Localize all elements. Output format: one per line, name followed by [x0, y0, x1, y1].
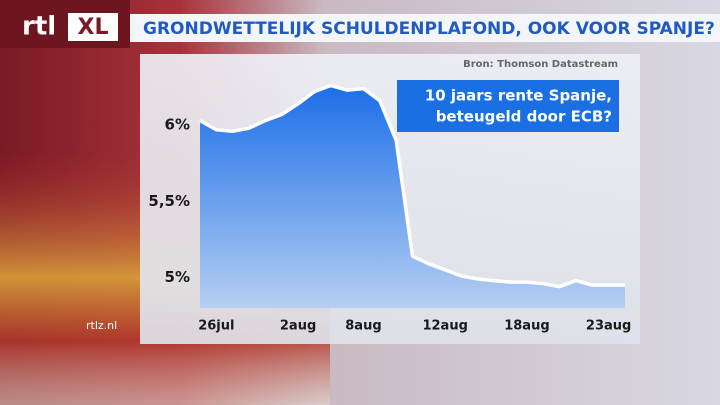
annotation: beteugeld door ECB? [436, 108, 612, 126]
x-tick-label: 23aug [586, 319, 631, 334]
logo-text: rtl [22, 12, 56, 42]
x-tick-label: 18aug [504, 319, 549, 334]
website: rtlz.nl [86, 319, 117, 332]
area [200, 85, 625, 309]
header-title: GRONDWETTELIJK SCHULDENPLAFOND, OOK VOOR… [143, 19, 715, 39]
x-tick-label: 8aug [345, 319, 381, 334]
line [199, 83, 625, 289]
x-tick-label: 2aug [280, 319, 316, 334]
x-tick-label: 26jul [198, 319, 234, 334]
annotation-box [397, 80, 619, 132]
y-tick-label: 5% [165, 268, 190, 286]
annotation: 10 jaars rente Spanje, [425, 87, 612, 105]
header-bar [130, 14, 720, 42]
y-tick-label: 5,5% [148, 192, 190, 210]
plot: 5% 5,5% 6% 26jul 2aug 8aug 12aug 18aug 23aug [148, 83, 631, 334]
x-tick-label: 12aug [422, 319, 467, 334]
logo-box [68, 13, 118, 41]
logo-text: XL [78, 15, 109, 40]
source: Bron: Thomson Datastream [463, 59, 618, 70]
y-tick-label: 6% [165, 116, 190, 134]
